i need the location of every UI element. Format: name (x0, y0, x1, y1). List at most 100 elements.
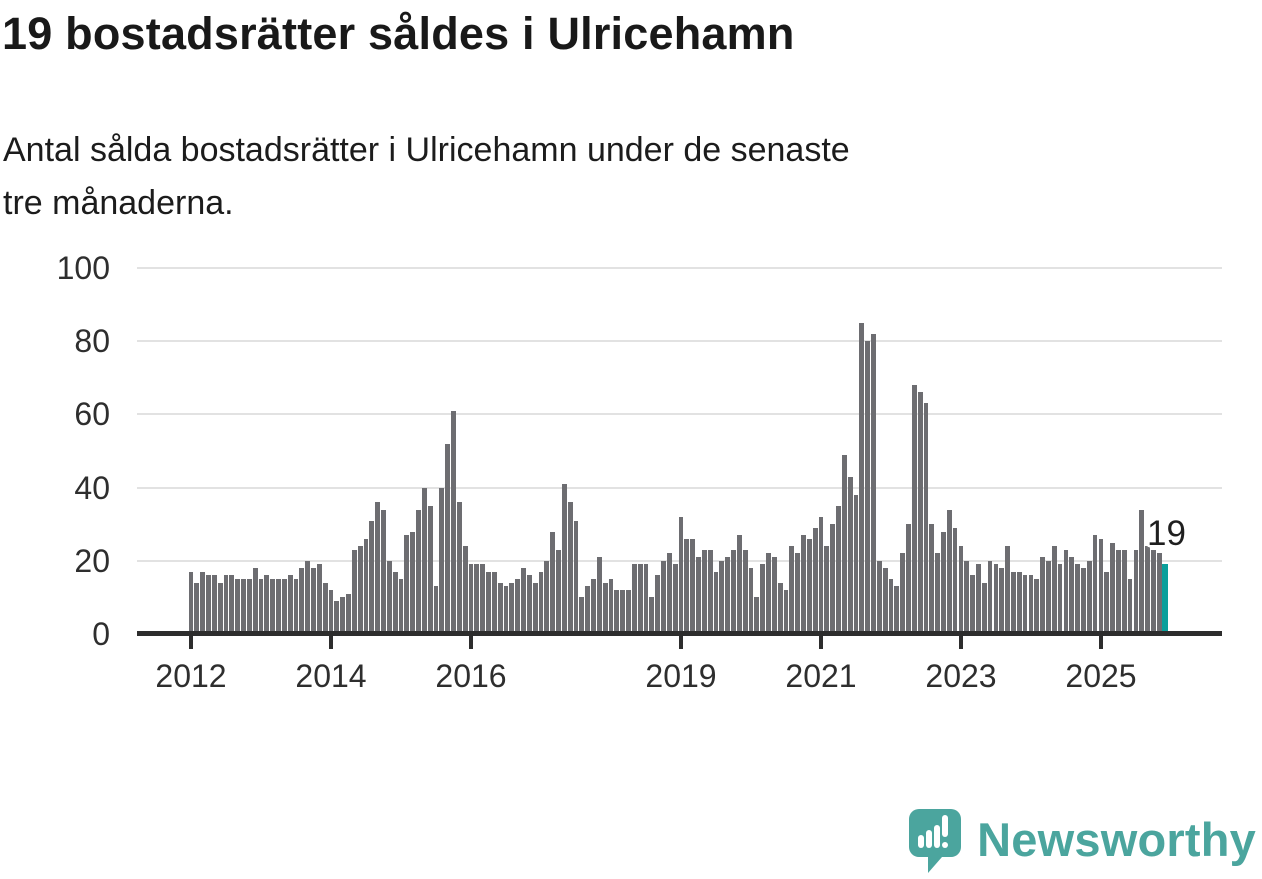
bar (812, 527, 818, 634)
y-axis-label: 0 (92, 616, 110, 652)
bar (264, 575, 270, 634)
bar (287, 575, 293, 634)
bar (742, 549, 748, 634)
bar (1016, 571, 1022, 634)
bar (194, 582, 200, 634)
bar (1151, 549, 1156, 634)
bar (299, 568, 305, 634)
bar (276, 579, 281, 634)
bar (351, 549, 357, 634)
bar (637, 564, 643, 634)
bar (941, 531, 946, 634)
bar (952, 527, 958, 634)
x-tick-2021 (818, 636, 823, 649)
bar (1005, 546, 1010, 634)
bar (731, 549, 736, 634)
bar (777, 582, 783, 634)
bar (491, 571, 497, 634)
bar (538, 571, 544, 634)
bar (556, 549, 561, 634)
chart-bar-medium (926, 830, 933, 848)
bar (1046, 560, 1051, 634)
bar (736, 535, 742, 634)
bar (841, 454, 847, 634)
bar (386, 560, 392, 634)
bar (591, 579, 596, 634)
bar (666, 553, 672, 634)
bar (958, 546, 964, 634)
bar (1156, 553, 1162, 634)
bar (888, 579, 894, 634)
bar (1022, 575, 1028, 634)
bar (917, 392, 923, 634)
bar (847, 476, 853, 634)
bar (328, 590, 334, 634)
chart-bar-large (934, 825, 941, 848)
bar (258, 579, 264, 634)
bar (573, 520, 579, 634)
exclamation-dot (942, 842, 949, 848)
bar (421, 487, 427, 634)
bar (672, 564, 678, 634)
bar (1116, 549, 1121, 634)
bar (894, 586, 900, 634)
bar (946, 509, 952, 634)
bar (859, 322, 865, 634)
x-tick-2023 (958, 636, 963, 649)
subtitle-line-2: tre månaderna. (3, 184, 234, 222)
bar (1057, 564, 1063, 634)
bar (381, 509, 386, 634)
brand-name: Newsworthy (977, 812, 1256, 866)
bar (999, 568, 1005, 634)
bar (876, 560, 882, 634)
bar (305, 560, 310, 634)
bar (1034, 579, 1040, 634)
bar (707, 549, 713, 634)
bar (223, 575, 229, 634)
bar (760, 564, 765, 634)
bar (806, 538, 812, 634)
bar (696, 557, 701, 634)
bar (322, 582, 328, 634)
bar (468, 564, 474, 634)
bar (521, 568, 526, 634)
bar (217, 582, 223, 634)
bar (713, 571, 719, 634)
bar (252, 568, 258, 634)
bar (1145, 546, 1150, 634)
bar (445, 443, 450, 634)
bar (561, 483, 567, 634)
x-tick-2014 (328, 636, 333, 649)
bar (655, 575, 660, 634)
x-axis-label-2012: 2012 (155, 658, 227, 694)
bar (456, 502, 462, 634)
bar (200, 571, 205, 634)
bar (684, 538, 690, 634)
bar (206, 575, 211, 634)
bar (690, 538, 695, 634)
x-axis-label-2019: 2019 (645, 658, 717, 694)
bar (404, 535, 410, 634)
bar (596, 557, 602, 634)
x-axis-line (137, 631, 1222, 636)
bar (188, 571, 194, 634)
bar (725, 557, 730, 634)
bar (427, 505, 433, 634)
bar (281, 579, 287, 634)
bar (678, 516, 684, 634)
bar (1069, 557, 1075, 634)
subtitle-line-1: Antal sålda bostadsrätter i Ulricehamn u… (3, 131, 850, 169)
bar (544, 560, 550, 634)
x-axis-label-2014: 2014 (295, 658, 367, 694)
bar (515, 579, 520, 634)
bar (795, 553, 800, 634)
bar (1104, 571, 1110, 634)
bar (246, 579, 252, 634)
gridline-y60 (137, 413, 1222, 416)
bar (701, 549, 707, 634)
newsworthy-logo: Newsworthy (907, 803, 1256, 875)
x-tick-2019 (678, 636, 683, 649)
x-axis-label-2016: 2016 (435, 658, 507, 694)
bar (1040, 557, 1045, 634)
bar (935, 553, 940, 634)
